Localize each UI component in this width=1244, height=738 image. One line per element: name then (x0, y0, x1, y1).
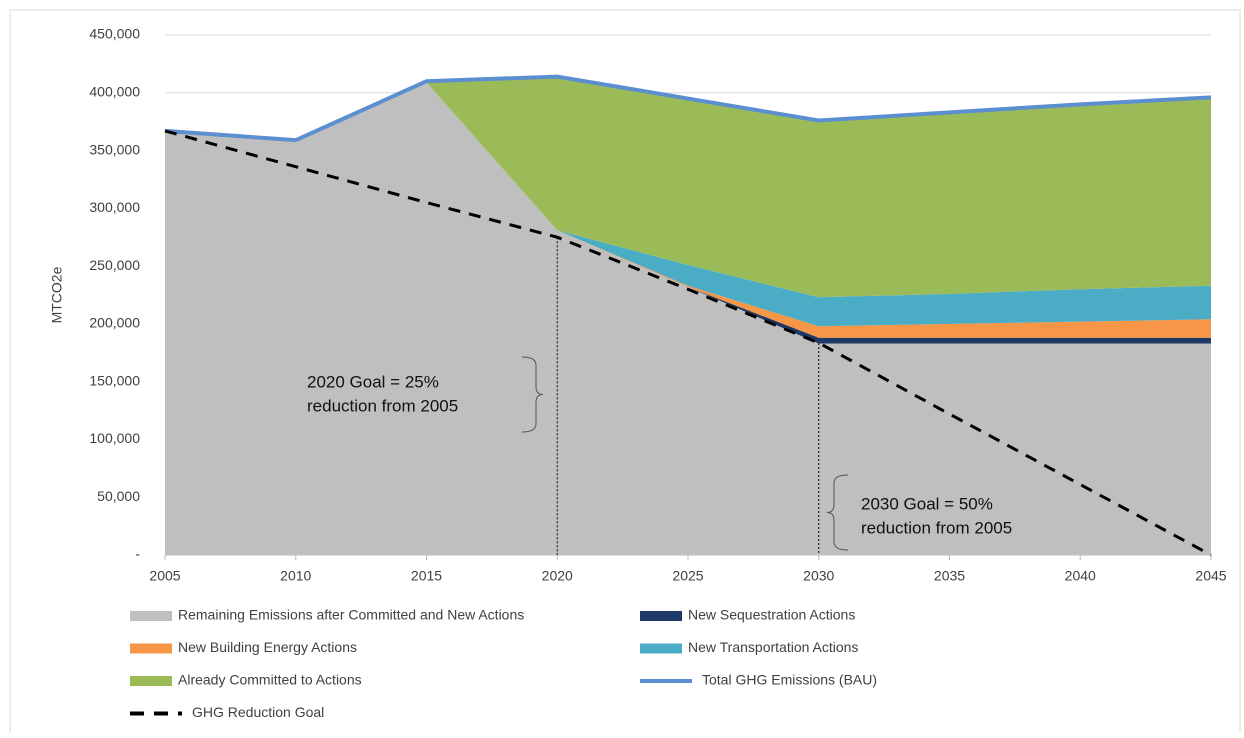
area (165, 82, 1211, 327)
y-tick-label: - (135, 546, 140, 562)
legend-label: New Transportation Actions (688, 639, 858, 655)
legend-label: New Sequestration Actions (688, 607, 855, 623)
x-tick-label: 2025 (672, 568, 703, 584)
legend-swatch (130, 643, 172, 654)
annotation-brace (521, 356, 544, 433)
legend-swatch (130, 676, 172, 686)
annotation: 2020 Goal = 25% (307, 372, 439, 391)
x-tick-label: 2010 (280, 568, 311, 584)
legend-label: Total GHG Emissions (BAU) (702, 672, 877, 688)
legend-label: Already Committed to Actions (178, 672, 362, 688)
legend-swatch (130, 611, 172, 621)
y-tick-label: 350,000 (89, 141, 140, 157)
y-tick-label: 100,000 (89, 430, 140, 446)
y-tick-label: 250,000 (89, 257, 140, 273)
total-line (164, 74, 1212, 143)
y-tick-label: 450,000 (89, 26, 140, 42)
area (165, 76, 1211, 298)
x-tick-label: 2040 (1065, 568, 1096, 584)
x-tick-label: 2015 (411, 568, 442, 584)
y-tick-label: 50,000 (97, 488, 140, 504)
y-tick-label: 200,000 (89, 315, 140, 331)
chart-border (9, 9, 1241, 738)
legend-label: New Building Energy Actions (178, 639, 357, 655)
annotation: 2030 Goal = 50% (861, 494, 993, 513)
annotation-brace (826, 474, 849, 551)
legend-swatch (640, 611, 682, 621)
area (165, 82, 1211, 338)
x-tick-label: 2030 (803, 568, 834, 584)
area (165, 82, 1211, 555)
x-tick-label: 2035 (934, 568, 965, 584)
legend-label: GHG Reduction Goal (192, 704, 324, 720)
annotation: reduction from 2005 (861, 518, 1012, 537)
y-tick-label: 400,000 (89, 83, 140, 99)
legend-label: Remaining Emissions after Committed and … (178, 607, 524, 623)
goal-line (164, 129, 1212, 557)
y-tick-label: 300,000 (89, 199, 140, 215)
y-tick-label: 150,000 (89, 372, 140, 388)
y-axis-label: MTCO2e (49, 266, 65, 323)
legend-swatch (640, 643, 682, 654)
annotation: reduction from 2005 (307, 396, 458, 415)
x-tick-label: 2005 (149, 568, 180, 584)
x-tick-label: 2020 (542, 568, 573, 584)
x-tick-label: 2045 (1195, 568, 1226, 584)
